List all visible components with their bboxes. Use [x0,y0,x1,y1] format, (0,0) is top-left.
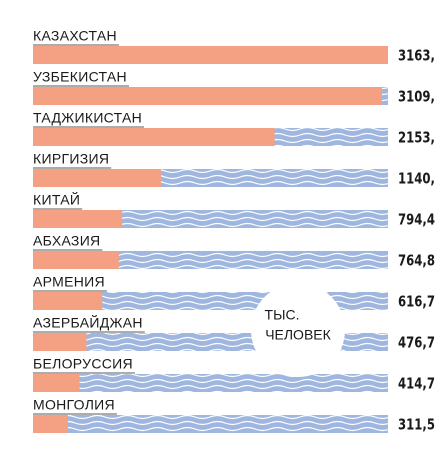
category-label: КИТАЙ [33,191,80,208]
unit-label: ТЫС. [265,307,300,323]
value-label: 476,7 [398,335,435,352]
category-label: КИРГИЗИЯ [33,151,109,167]
category-label: АБХАЗИЯ [33,233,100,249]
category-label: КАЗАХСТАН [33,28,117,44]
bar [33,415,68,433]
value-label: 794,4 [398,212,435,229]
bar [33,46,388,64]
bar [33,251,119,269]
value-label: 3109, [398,89,435,106]
unit-circle [251,283,345,377]
bar [33,128,275,146]
category-label: АРМЕНИЯ [33,274,105,290]
value-label: 2153, [398,130,435,147]
bar [33,374,80,392]
value-label: 414,7 [398,376,435,393]
bar-waves [33,415,388,433]
category-label: ТАДЖИКИСТАН [33,110,142,126]
value-label: 616,7 [398,294,435,311]
category-label: МОНГОЛИЯ [33,397,115,413]
bar [33,169,161,187]
unit-label: ЧЕЛОВЕК [265,327,331,343]
bar [33,292,103,310]
bar-waves [33,251,388,269]
value-label: 1140, [398,171,435,188]
value-label: 311,5 [398,417,435,434]
category-label: АЗЕРБАЙДЖАН [33,314,143,331]
bar [33,333,87,351]
value-label: 3163, [398,48,435,65]
bar [33,210,123,228]
category-label: УЗБЕКИСТАН [33,69,127,85]
value-label: 764,8 [398,253,435,270]
bar [33,87,382,105]
bar-waves [33,374,388,392]
category-label: БЕЛОРУССИЯ [33,356,133,372]
